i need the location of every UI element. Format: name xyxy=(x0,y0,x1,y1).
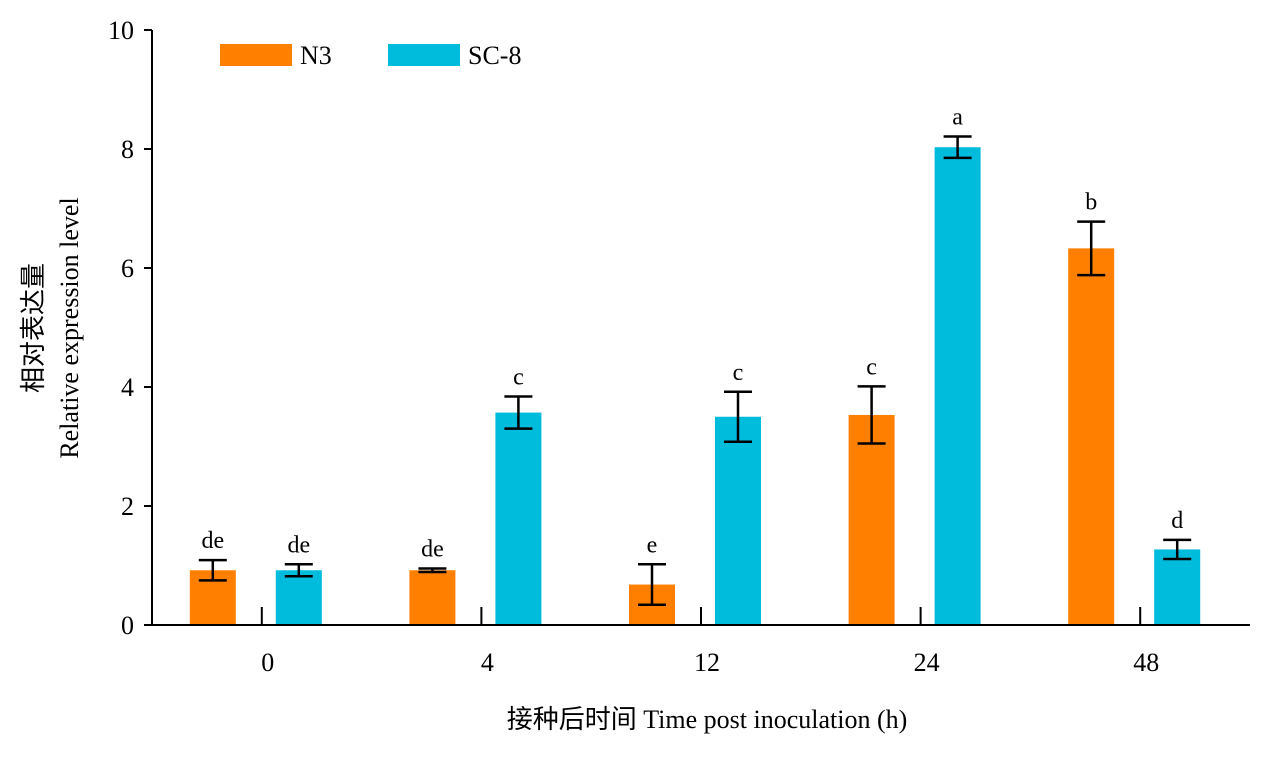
y-tick-label: 6 xyxy=(121,254,134,283)
error-bar-n3-0 xyxy=(198,558,227,582)
x-tick-label: 12 xyxy=(694,648,720,677)
bar-n3-24 xyxy=(848,414,895,625)
error-bar-n3-12 xyxy=(638,563,666,607)
legend: N3 SC-8 xyxy=(220,41,521,70)
legend-item-n3: N3 xyxy=(220,41,332,70)
bar-sc8-12 xyxy=(715,416,761,625)
legend-swatch xyxy=(388,44,460,66)
y-tick-label: 8 xyxy=(121,135,134,164)
significance-label: de xyxy=(421,536,444,562)
legend-swatch xyxy=(220,44,292,66)
bar-n3-4 xyxy=(409,570,456,625)
bar-n3-48 xyxy=(1068,248,1115,626)
significance-label: de xyxy=(201,528,224,554)
significance-label: c xyxy=(733,360,744,386)
legend-item-sc8: SC-8 xyxy=(388,41,521,70)
x-tick-label: 0 xyxy=(261,648,274,677)
y-tick-label: 10 xyxy=(108,16,134,45)
significance-label: c xyxy=(513,365,524,391)
x-tick-label: 4 xyxy=(481,648,494,677)
x-axis-title: 接种后时间 Time post inoculation (h) xyxy=(507,705,908,734)
error-bar-sc8-48 xyxy=(1163,538,1192,561)
bars-layer xyxy=(189,147,1201,626)
error-bar-sc8-0 xyxy=(284,563,313,578)
error-bar-sc8-24 xyxy=(943,135,972,160)
bar-sc8-24 xyxy=(934,147,981,625)
y-tick-label: 4 xyxy=(121,373,134,402)
error-bar-sc8-12 xyxy=(724,390,752,443)
significance-label: de xyxy=(287,532,310,558)
significance-label: a xyxy=(952,105,963,131)
significance-label: e xyxy=(647,532,658,558)
error-bars-layer xyxy=(198,135,1192,607)
y-axis-title-line2: Relative expression level xyxy=(55,197,84,458)
bar-sc8-0 xyxy=(275,570,322,625)
error-bar-n3-4 xyxy=(418,567,447,574)
error-bar-n3-24 xyxy=(857,385,886,445)
significance-label: b xyxy=(1085,190,1097,216)
bar-sc8-4 xyxy=(495,412,542,625)
y-tick-label: 2 xyxy=(121,492,134,521)
x-tick-label: 48 xyxy=(1133,648,1159,677)
bar-sc8-48 xyxy=(1154,549,1201,625)
significance-labels-layer: de de de c e c c a b d xyxy=(201,105,1183,563)
error-bar-sc8-4 xyxy=(504,395,533,430)
y-tick-label: 0 xyxy=(121,611,134,640)
y-axis-title-line1: 相对表达量 xyxy=(19,263,48,393)
legend-label: N3 xyxy=(300,41,332,70)
error-bar-n3-48 xyxy=(1077,220,1106,277)
significance-label: c xyxy=(866,354,877,380)
legend-label: SC-8 xyxy=(468,41,521,70)
significance-label: d xyxy=(1171,508,1183,534)
x-tick-label: 24 xyxy=(914,648,940,677)
